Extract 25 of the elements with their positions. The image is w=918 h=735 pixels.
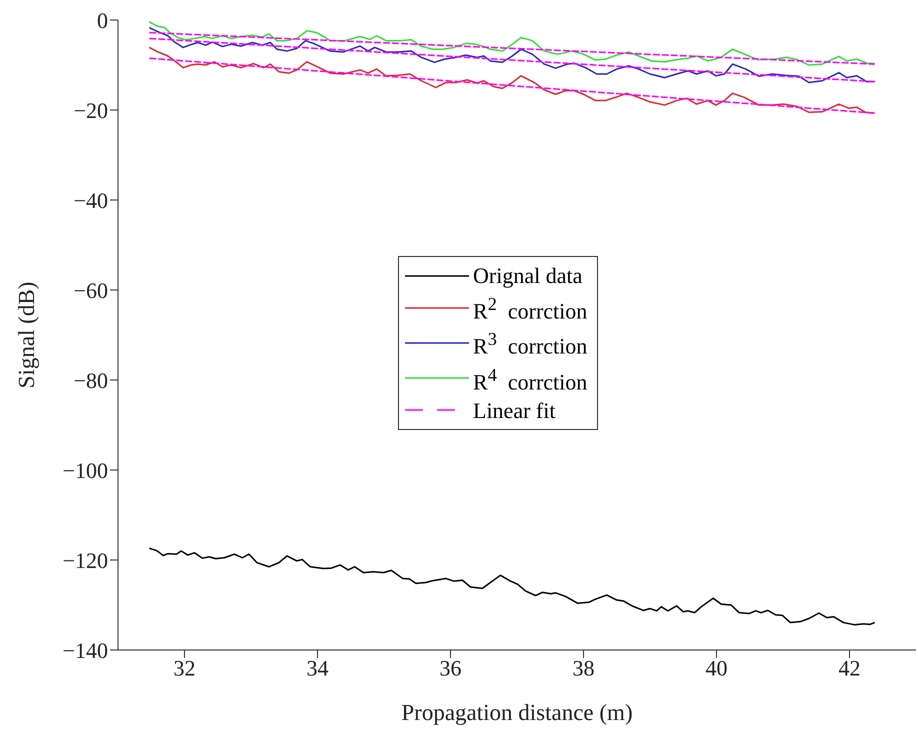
x-tick-label: 36 — [440, 656, 462, 681]
line-series — [148, 21, 876, 66]
y-tick-label: −120 — [62, 548, 108, 573]
y-tick-label: −60 — [74, 278, 108, 303]
y-tick-label: −20 — [74, 98, 108, 123]
y-axis-title: Signal (dB) — [14, 282, 40, 388]
legend-label: R$^{4}$ corrction — [473, 364, 588, 396]
line-series — [148, 46, 876, 114]
legend-label: R$^{3}$ corrction — [473, 328, 588, 361]
legend-label: R$^{2}$ corrction — [473, 293, 588, 326]
x-axis-title: Propagation distance (m) — [401, 700, 633, 725]
line-series — [148, 26, 876, 84]
y-tick-label: −140 — [62, 638, 108, 663]
y-tick-label: 0 — [97, 8, 108, 33]
legend-label: Linear fit — [473, 396, 556, 425]
y-tick-label: −40 — [74, 188, 108, 213]
x-tick-label: 40 — [706, 656, 728, 681]
x-tick-label: 32 — [174, 656, 196, 681]
legend-label: Orignal data — [473, 262, 582, 290]
y-tick-label: −80 — [74, 368, 108, 393]
x-tick-label: 38 — [572, 656, 594, 681]
y-tick-label: −100 — [62, 458, 108, 483]
line-series — [148, 548, 876, 626]
x-tick-label: 34 — [306, 656, 328, 681]
x-tick-label: 42 — [838, 656, 860, 681]
